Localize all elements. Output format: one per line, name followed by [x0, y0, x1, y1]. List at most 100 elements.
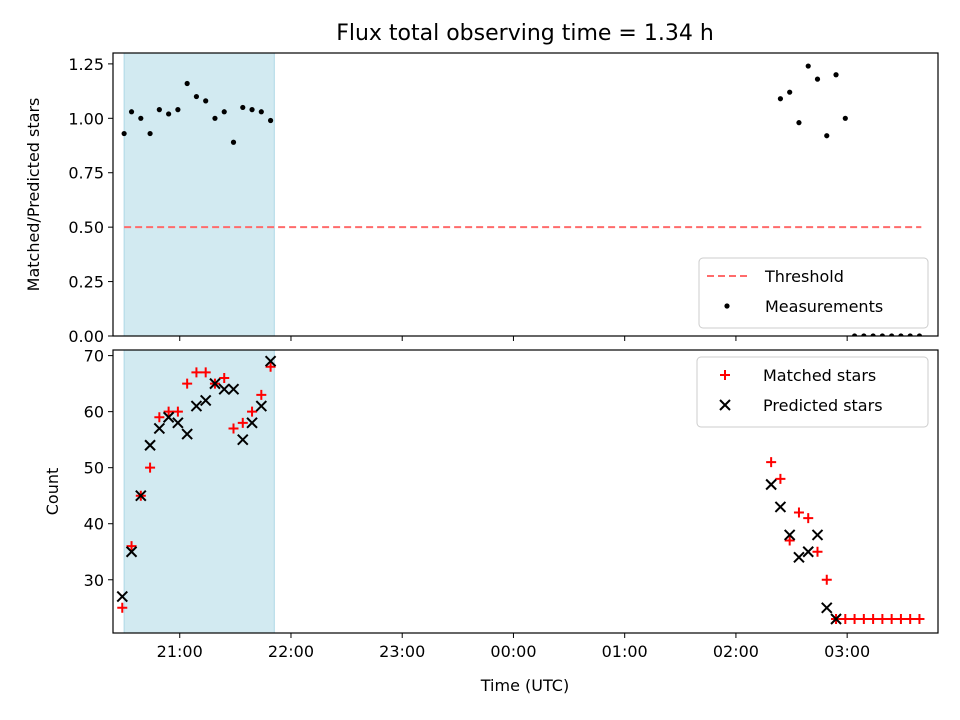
- x-tick-label: 21:00: [157, 642, 203, 661]
- matched-point: [163, 406, 174, 417]
- matched-point: [256, 389, 267, 400]
- legend: Threshold Measurements: [698, 257, 929, 329]
- predicted-point: [774, 501, 787, 513]
- measurement-point: [166, 111, 172, 117]
- predicted-point: [125, 546, 138, 558]
- measurement-point: [203, 98, 209, 104]
- legend-label: Matched stars: [763, 366, 876, 385]
- measurement-point: [230, 139, 237, 145]
- measurement-point: [193, 93, 200, 100]
- y-tick-label: 0.50: [68, 218, 104, 237]
- measurement-point: [184, 80, 190, 87]
- y-tick-label: 30: [84, 571, 104, 590]
- measurement-point: [777, 96, 784, 102]
- matched-point: [793, 507, 804, 518]
- matched-point: [868, 613, 879, 624]
- matched-point: [858, 613, 869, 624]
- measurement-point: [805, 63, 811, 69]
- legend-label: Predicted stars: [763, 396, 883, 415]
- matched-point: [895, 613, 906, 624]
- matched-point: [200, 367, 211, 378]
- y-tick-label: 1.25: [68, 55, 104, 74]
- y-tick-label: 0.25: [68, 273, 104, 292]
- panel-ratio: 0.00 0.25 0.50 0.75 1.00 1.25 Matched/Predicte…: [24, 52, 939, 346]
- matched-point: [905, 613, 916, 624]
- predicted-point: [172, 417, 184, 429]
- predicted-point: [255, 400, 268, 412]
- legend-label: Threshold: [764, 267, 844, 286]
- predicted-point: [237, 433, 249, 446]
- measurement-point: [907, 333, 913, 336]
- y-tick-label: 70: [84, 347, 104, 366]
- panel-count: 30 40 50 60 70 21:00 22:00 23:00 00:00 01:00 02:00…: [43, 347, 939, 661]
- matched-point: [191, 367, 202, 378]
- x-tick-label: 00:00: [490, 642, 536, 661]
- matched-point: [126, 541, 137, 552]
- y-tick-label: 0.00: [68, 327, 104, 346]
- measurement-point: [916, 333, 923, 336]
- data-points: [116, 355, 925, 625]
- y-axis-label: Matched/Predicted stars: [24, 98, 43, 292]
- shaded-span: [123, 52, 275, 337]
- matched-point: [228, 423, 239, 434]
- y-tick-label: 50: [84, 459, 104, 478]
- matched-point: [247, 406, 258, 417]
- measurement-point: [128, 109, 135, 115]
- matched-point: [219, 373, 230, 384]
- measurement-point: [889, 333, 895, 336]
- predicted-point: [821, 602, 833, 614]
- matched-point: [172, 406, 183, 417]
- figure-title: Flux total observing time = 1.34 h: [336, 21, 714, 46]
- measurement-point: [814, 76, 821, 82]
- legend-measurement-swatch: [724, 303, 730, 309]
- predicted-point: [264, 355, 277, 367]
- matched-point: [877, 613, 888, 624]
- y-tick-label: 40: [84, 515, 104, 534]
- measurement-point: [851, 333, 858, 336]
- measurement-point: [156, 107, 162, 113]
- matched-point: [803, 513, 814, 524]
- matched-point: [775, 473, 786, 484]
- measurement-point: [787, 89, 793, 95]
- matched-point: [914, 613, 925, 624]
- predicted-point: [209, 377, 221, 390]
- series-measurements: [121, 63, 923, 336]
- x-axis-label: Time (UTC): [480, 676, 569, 695]
- y-axis-label: Count: [43, 468, 62, 516]
- shaded-span: [123, 349, 275, 634]
- legend-box: [696, 356, 929, 428]
- axes-frame: [112, 349, 939, 634]
- matched-point: [237, 417, 248, 428]
- matched-point: [154, 412, 165, 423]
- x-tick-label: 02:00: [713, 642, 759, 661]
- matched-point: [265, 361, 276, 372]
- measurement-point: [221, 109, 227, 115]
- axes-frame: [112, 52, 939, 337]
- measurement-point: [249, 107, 255, 113]
- measurement-point: [796, 120, 802, 126]
- matched-point: [182, 378, 193, 389]
- measurement-point: [898, 333, 904, 336]
- measurement-point: [212, 115, 218, 121]
- x-tick-label: 22:00: [268, 642, 314, 661]
- measurement-point: [147, 130, 153, 137]
- measurement-point: [258, 109, 264, 115]
- predicted-point: [783, 529, 796, 541]
- measurement-point: [861, 333, 867, 336]
- predicted-point: [793, 551, 805, 564]
- legend: Matched stars Predicted stars: [696, 356, 929, 428]
- predicted-point: [811, 529, 824, 541]
- matched-point: [784, 535, 795, 546]
- x-tick-label: 01:00: [602, 642, 648, 661]
- predicted-point: [227, 383, 240, 395]
- matched-point: [840, 613, 851, 624]
- measurement-point: [138, 115, 144, 121]
- predicted-point: [116, 590, 128, 603]
- legend-box: [698, 257, 929, 329]
- data-points: [121, 63, 923, 336]
- predicted-point: [190, 400, 203, 412]
- predicted-point: [162, 411, 175, 423]
- y-tick-label: 0.75: [68, 164, 104, 183]
- predicted-point: [144, 439, 156, 451]
